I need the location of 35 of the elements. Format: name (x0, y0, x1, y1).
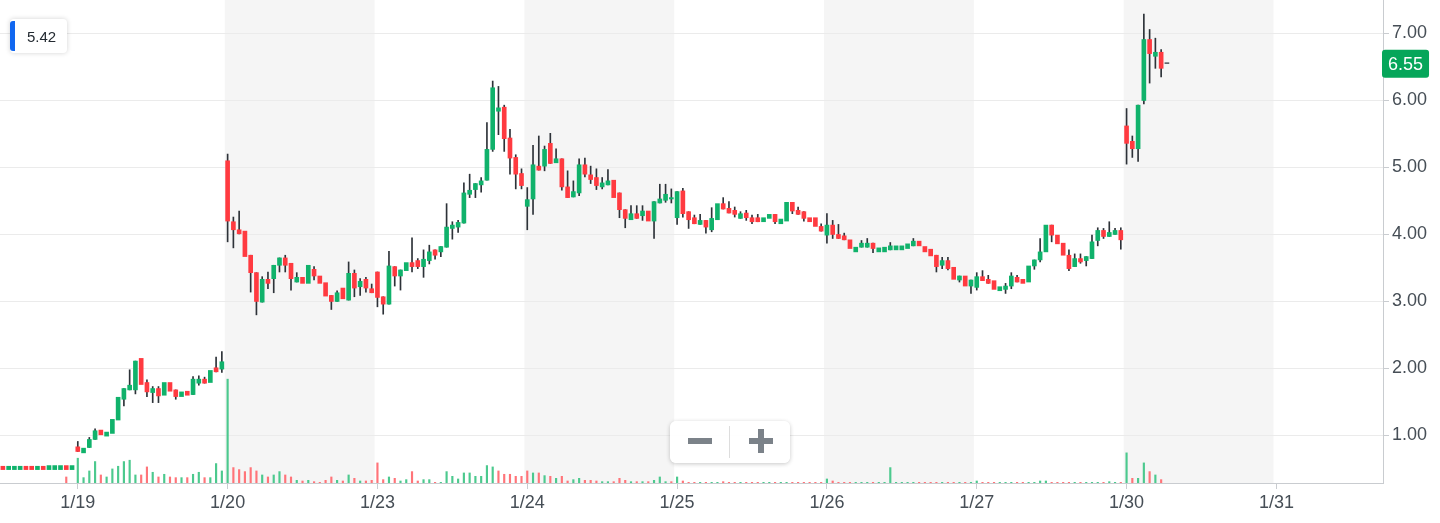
x-tick-label: 1/31 (1258, 491, 1294, 512)
y-tick-label: 3.00 (1392, 290, 1428, 311)
candlestick (81, 447, 86, 454)
x-tick-label: 1/27 (959, 491, 995, 512)
candlestick (1026, 265, 1031, 283)
y-tick-label: 6.00 (1392, 89, 1428, 110)
x-tick-label: 1/20 (210, 491, 246, 512)
candlestick (35, 465, 40, 470)
y-tick-label: 4.00 (1392, 223, 1428, 244)
x-tick-label: 1/25 (659, 491, 695, 512)
candlestick (300, 277, 305, 284)
candlestick (962, 275, 968, 287)
candlestick (1020, 279, 1026, 284)
candlestick (536, 135, 542, 171)
x-tick-label: 1/23 (359, 491, 395, 512)
annotation: 5.42 (27, 27, 57, 45)
x-tick-label: 1/24 (509, 491, 545, 512)
x-tick-label: 1/19 (60, 491, 96, 512)
candlestick (69, 465, 75, 470)
y-tick-label: 7.00 (1392, 22, 1428, 43)
text: 6.55 (1388, 53, 1424, 74)
candlestick (161, 382, 167, 396)
y-tick-label: 1.00 (1392, 424, 1428, 445)
candlestick (184, 390, 190, 396)
y-tick-label: 2.00 (1392, 357, 1428, 378)
candlestick (63, 465, 69, 470)
x-tick-label: 1/30 (1109, 491, 1145, 512)
y-tick-label: 5.00 (1392, 156, 1428, 177)
candlestick (305, 264, 311, 284)
x-tick-label: 1/26 (809, 491, 845, 512)
candlestick (179, 391, 184, 397)
candlestick (645, 210, 651, 222)
candlestick (524, 187, 530, 231)
candlestick (40, 465, 46, 470)
candlestick (208, 370, 213, 383)
